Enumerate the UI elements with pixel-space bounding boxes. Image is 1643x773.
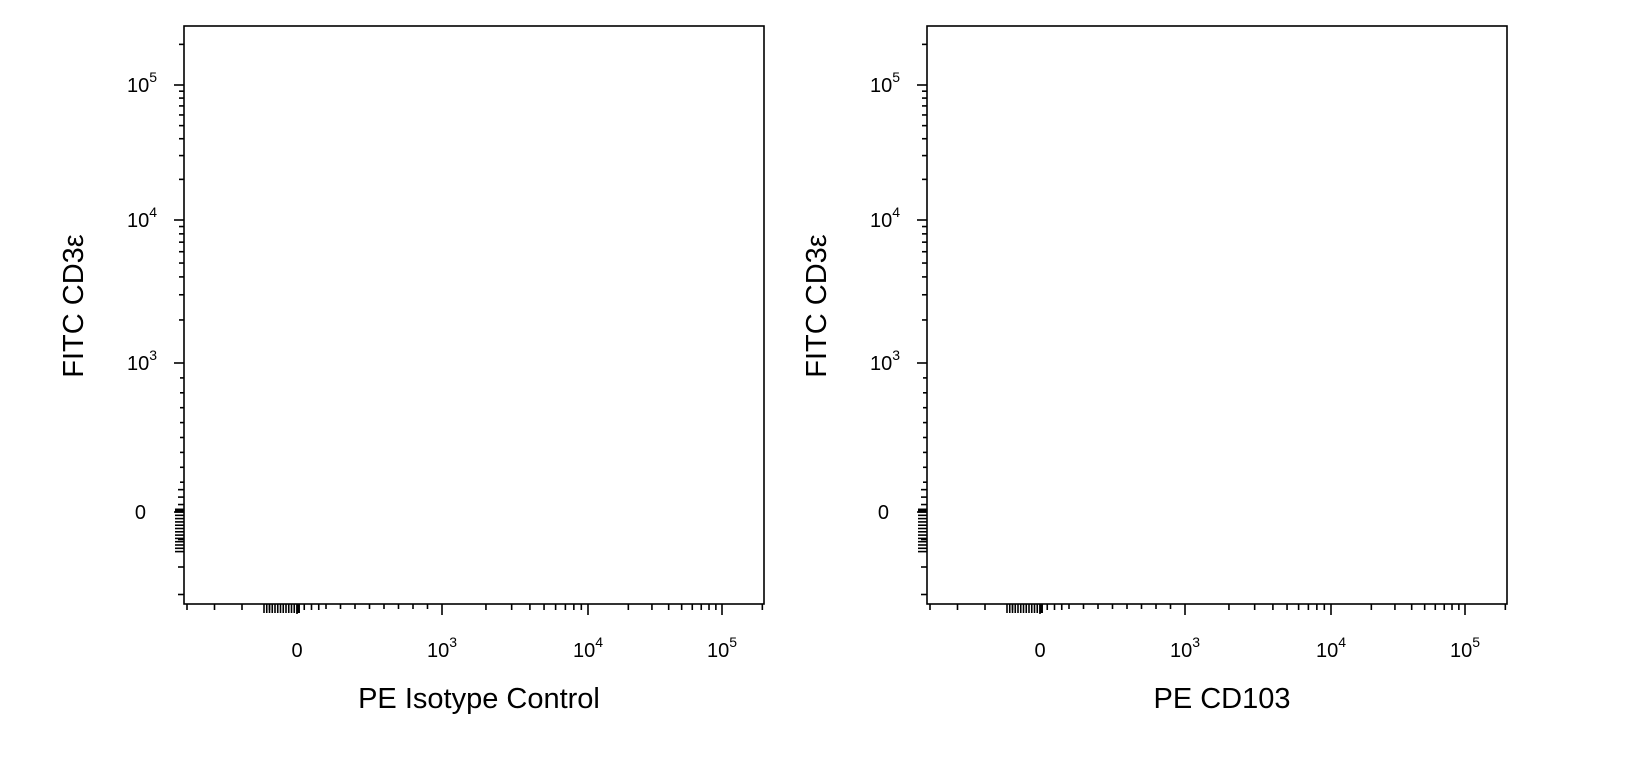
x-tick-label-1e4: 104 [1316, 634, 1346, 662]
x-axis-title: PE CD103 [1153, 683, 1290, 715]
y-tick-label-0: 0 [878, 502, 889, 524]
chart-cd103: 0 103 104 105 0 103 104 105 PE CD103 FIT… [801, 25, 1508, 715]
x-tick-label-1e3: 103 [427, 634, 457, 662]
plot-frame [926, 25, 1508, 605]
y-axis-title: FITC CD3ε [801, 234, 833, 378]
y-tick-label-1e4: 104 [127, 204, 157, 232]
y-tick-label-0: 0 [135, 502, 146, 524]
x-tick-label-1e4: 104 [573, 634, 603, 662]
y-tick-labels: 0 103 104 105 [127, 69, 157, 524]
x-tick-labels: 0 103 104 105 [291, 634, 737, 662]
x-tick-label-1e5: 105 [1450, 634, 1480, 662]
x-axis-title: PE Isotype Control [358, 683, 600, 715]
panel-cd103: 0 103 104 105 0 103 104 105 PE CD103 FIT… [743, 0, 1543, 773]
y-tick-label-1e4: 104 [870, 204, 900, 232]
x-tick-label-1e5: 105 [707, 634, 737, 662]
y-tick-label-1e3: 103 [870, 347, 900, 375]
x-tick-label-0: 0 [291, 640, 302, 662]
plot-frame [183, 25, 765, 605]
x-tick-label-1e3: 103 [1170, 634, 1200, 662]
y-tick-label-1e3: 103 [127, 347, 157, 375]
y-axis-title: FITC CD3ε [58, 234, 90, 378]
y-tick-label-1e5: 105 [870, 69, 900, 97]
x-ticks [929, 604, 1507, 615]
y-ticks [174, 43, 184, 596]
chart-isotype: 0 103 104 105 0 103 104 105 PE Isotype C… [58, 25, 765, 715]
x-tick-label-0: 0 [1034, 640, 1045, 662]
x-ticks [186, 604, 764, 615]
x-tick-labels: 0 103 104 105 [1034, 634, 1480, 662]
y-tick-labels: 0 103 104 105 [870, 69, 900, 524]
y-tick-label-1e5: 105 [127, 69, 157, 97]
y-ticks [917, 43, 927, 596]
panel-isotype: 0 103 104 105 0 103 104 105 PE Isotype C… [0, 0, 800, 773]
